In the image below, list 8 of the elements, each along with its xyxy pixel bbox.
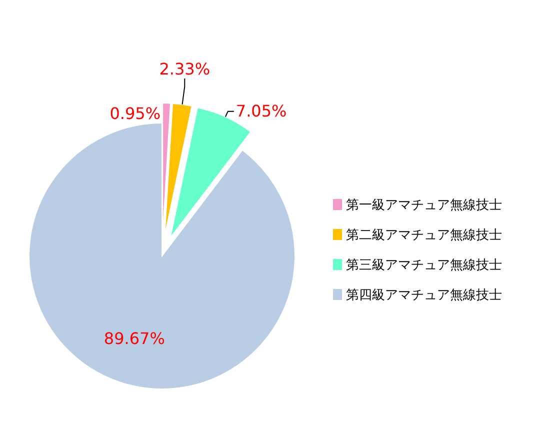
legend-label: 第二級アマチュア無線技士 bbox=[346, 228, 502, 243]
legend-label: 第三級アマチュア無線技士 bbox=[346, 258, 502, 273]
data-label: 2.33% bbox=[159, 60, 210, 79]
legend-label: 第一級アマチュア無線技士 bbox=[346, 198, 502, 213]
legend-label: 第四級アマチュア無線技士 bbox=[346, 288, 502, 303]
data-label: 7.05% bbox=[236, 101, 287, 120]
data-label: 0.95% bbox=[110, 104, 161, 124]
data-label: 89.67% bbox=[104, 328, 165, 348]
